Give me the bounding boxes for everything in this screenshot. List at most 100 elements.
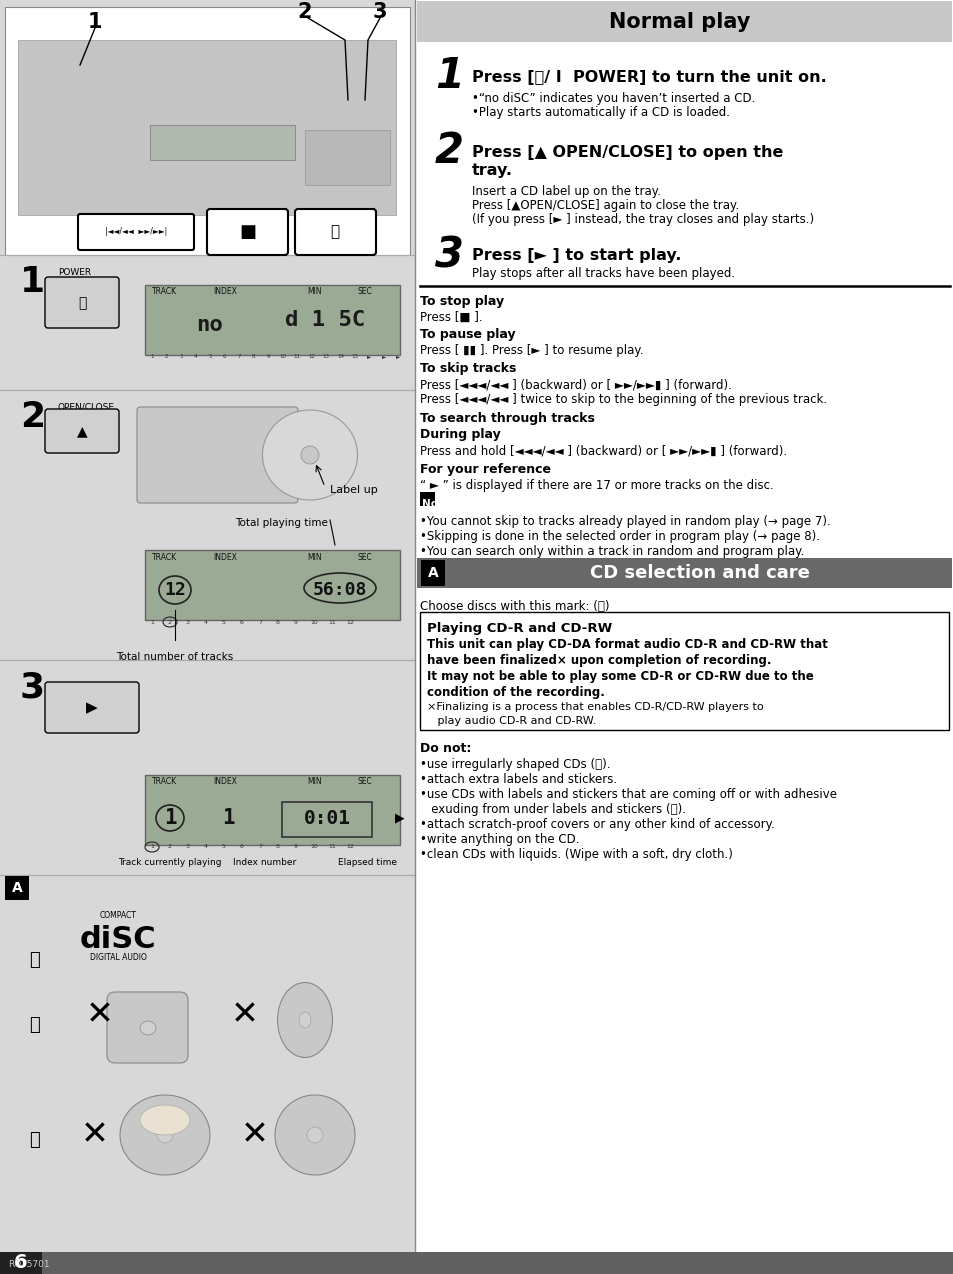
Text: 56:08: 56:08 [313,581,367,599]
Text: MIN: MIN [308,288,322,297]
Ellipse shape [262,410,357,499]
Text: ▶: ▶ [395,812,404,824]
Text: ⓐ: ⓐ [30,950,40,970]
Text: INDEX: INDEX [213,777,236,786]
Text: To search through tracks: To search through tracks [419,412,595,426]
Text: Index number: Index number [233,857,296,868]
Text: A: A [11,882,22,896]
Text: 6: 6 [240,845,244,850]
Ellipse shape [301,446,318,464]
Bar [0,1252,953,1274]
Text: 2: 2 [165,354,168,359]
Bar [419,492,435,506]
Text: 2: 2 [297,3,312,22]
Text: 3: 3 [435,234,463,276]
Text: 5: 5 [208,354,212,359]
Text: Total number of tracks: Total number of tracks [116,652,233,662]
Text: •use irregularly shaped CDs (Ⓑ).: •use irregularly shaped CDs (Ⓑ). [419,758,610,771]
Text: 11: 11 [294,354,300,359]
Ellipse shape [157,1127,172,1143]
Text: 7: 7 [257,619,262,624]
Text: 3: 3 [186,619,190,624]
Text: 2: 2 [435,130,463,172]
Text: 6: 6 [14,1254,28,1273]
Text: 3: 3 [186,845,190,850]
Text: MIN: MIN [308,553,322,562]
Text: Do not:: Do not: [419,741,471,755]
Text: Press [◄◄◄/◄◄ ] (backward) or [ ►►/►►▮ ] (forward).: Press [◄◄◄/◄◄ ] (backward) or [ ►►/►►▮ ]… [419,378,731,391]
Text: •clean CDs with liquids. (Wipe with a soft, dry cloth.): •clean CDs with liquids. (Wipe with a so… [419,848,732,861]
Text: TRACK: TRACK [152,777,177,786]
Text: 2: 2 [20,400,45,434]
Text: ✕: ✕ [241,1119,269,1152]
Text: 1: 1 [88,11,102,32]
Text: Press [► ] to start play.: Press [► ] to start play. [472,248,680,262]
Text: 11: 11 [328,619,335,624]
Text: 2: 2 [168,845,172,850]
Text: COMPACT: COMPACT [99,911,136,920]
Text: Normal play: Normal play [609,11,750,32]
Text: Label up: Label up [330,485,377,496]
Text: DIGITAL AUDIO: DIGITAL AUDIO [90,953,146,962]
Text: d 1 5C: d 1 5C [285,310,365,330]
Text: ✕: ✕ [81,1119,109,1152]
Bar [420,561,444,586]
Text: SEC: SEC [357,288,372,297]
Text: This unit can play CD-DA format audio CD-R and CD-RW that: This unit can play CD-DA format audio CD… [427,638,827,651]
Text: 4: 4 [193,354,197,359]
Text: |◄◄/◄◄  ►►/►►|: |◄◄/◄◄ ►►/►►| [105,228,167,237]
Text: TRACK: TRACK [152,553,177,562]
Text: Note: Note [421,499,450,510]
Bar [419,612,948,730]
FancyBboxPatch shape [137,406,297,503]
Text: INDEX: INDEX [213,288,236,297]
Bar [0,0,415,1274]
Bar [305,130,390,185]
Text: 9: 9 [266,354,270,359]
Text: ✕: ✕ [86,999,113,1032]
Text: 1: 1 [150,619,153,624]
Text: To skip tracks: To skip tracks [419,362,516,375]
Text: 13: 13 [322,354,329,359]
Text: play audio CD-R and CD-RW.: play audio CD-R and CD-RW. [427,716,596,726]
Bar [0,1252,42,1274]
Text: •use CDs with labels and stickers that are coming off or with adhesive: •use CDs with labels and stickers that a… [419,789,836,801]
Text: ⏸: ⏸ [330,224,339,240]
Text: ►: ► [367,354,372,359]
Bar [145,285,399,355]
FancyBboxPatch shape [294,209,375,255]
Text: 6: 6 [240,619,244,624]
Text: “ ► ” is displayed if there are 17 or more tracks on the disc.: “ ► ” is displayed if there are 17 or mo… [419,479,773,492]
Text: 9: 9 [294,619,297,624]
Bar [5,877,29,899]
Text: Total playing time: Total playing time [234,519,328,527]
Text: ►: ► [395,354,400,359]
Text: Play stops after all tracks have been played.: Play stops after all tracks have been pl… [472,268,735,280]
Ellipse shape [140,1105,190,1135]
Text: Playing CD-R and CD-RW: Playing CD-R and CD-RW [427,622,612,634]
Text: •write anything on the CD.: •write anything on the CD. [419,833,578,846]
Text: 12: 12 [164,581,186,599]
Text: diSC: diSC [80,925,156,954]
Text: ✕: ✕ [231,999,258,1032]
Text: 10: 10 [278,354,286,359]
Text: INDEX: INDEX [213,553,236,562]
Text: •You can search only within a track in random and program play.: •You can search only within a track in r… [419,545,803,558]
Text: 5: 5 [222,845,226,850]
Text: 12: 12 [346,619,354,624]
Text: Press and hold [◄◄◄/◄◄ ] (backward) or [ ►►/►►▮ ] (forward).: Press and hold [◄◄◄/◄◄ ] (backward) or [… [419,445,786,457]
Text: ▲: ▲ [58,418,66,428]
Text: Press [▲OPEN/CLOSE] again to close the tray.: Press [▲OPEN/CLOSE] again to close the t… [472,199,739,211]
Text: tray.: tray. [472,163,513,178]
Text: 12: 12 [308,354,314,359]
Text: It may not be able to play some CD-R or CD-RW due to the: It may not be able to play some CD-R or … [427,670,813,683]
Text: 4: 4 [204,619,208,624]
Text: ►: ► [381,354,386,359]
Text: 8: 8 [252,354,255,359]
Text: ■: ■ [239,223,256,241]
Text: no: no [196,315,223,335]
Text: 9: 9 [294,845,297,850]
Text: condition of the recording.: condition of the recording. [427,685,604,699]
Text: 12: 12 [346,845,354,850]
Text: 0:01: 0:01 [303,809,350,828]
